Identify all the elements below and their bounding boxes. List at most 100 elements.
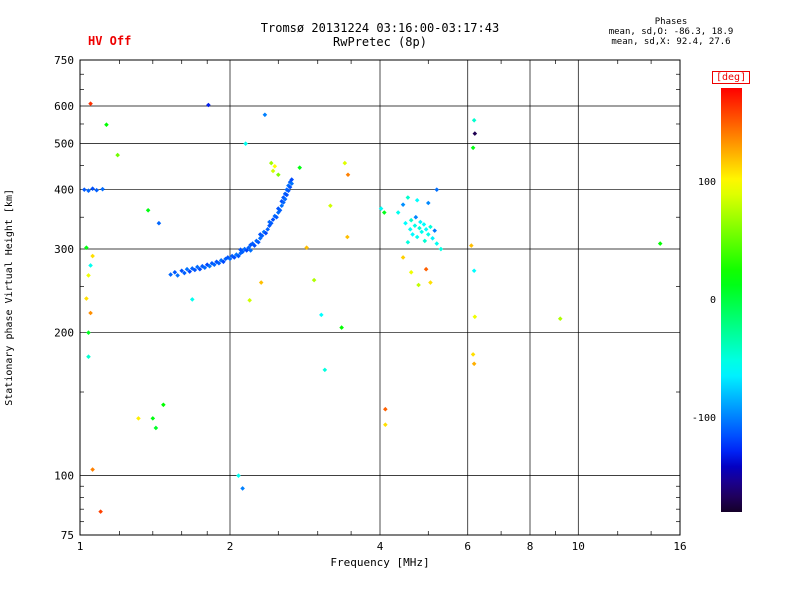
scatter-point	[339, 325, 344, 330]
scatter-point	[287, 184, 293, 190]
scatter-point	[94, 187, 99, 193]
scatter-point	[90, 186, 95, 191]
scatter-point	[412, 223, 418, 228]
scatter-point	[265, 227, 270, 232]
scatter-point	[187, 269, 192, 274]
svg-text:75: 75	[61, 529, 74, 542]
svg-text:10: 10	[572, 540, 585, 553]
svg-text:100: 100	[698, 177, 716, 188]
scatter-point	[81, 187, 87, 192]
x-tick-labels: 1 2 4 6 8 10 16	[77, 540, 687, 553]
scatter-point	[189, 266, 195, 271]
scatter-point	[400, 255, 406, 260]
scatter-point	[202, 265, 208, 271]
scatter-point	[257, 232, 263, 237]
scatter-points	[81, 101, 663, 514]
scatter-point	[262, 112, 268, 118]
scatter-point	[90, 467, 95, 472]
scatter-point	[88, 101, 93, 106]
scatter-point	[407, 227, 413, 232]
scatter-point	[322, 367, 328, 373]
scatter-point	[90, 253, 95, 259]
scatter-point	[204, 262, 210, 268]
scatter-point	[472, 131, 478, 136]
scatter-point	[161, 402, 166, 408]
scatter-point	[221, 259, 226, 265]
scatter-point	[104, 122, 109, 128]
scatter-point	[197, 266, 203, 272]
scatter-point	[413, 214, 419, 220]
plot-frame	[79, 59, 681, 536]
phase-stats-heading: Phases	[654, 17, 688, 27]
scatter-point	[417, 225, 422, 231]
scatter-point	[408, 269, 414, 275]
scatter-point	[236, 473, 241, 478]
scatter-point	[272, 213, 278, 219]
svg-text:-100: -100	[692, 413, 716, 424]
scatter-point	[328, 203, 333, 209]
scatter-point	[286, 183, 291, 188]
scatter-point	[236, 253, 241, 259]
scatter-point	[414, 234, 420, 240]
scatter-point	[657, 241, 663, 246]
scatter-point	[246, 245, 251, 250]
scatter-point	[268, 160, 274, 166]
svg-text:750: 750	[54, 54, 74, 67]
scatter-point	[209, 260, 215, 266]
scatter-point	[172, 269, 178, 275]
scatter-point	[184, 266, 190, 272]
scatter-point	[242, 246, 247, 252]
scatter-point	[229, 253, 235, 259]
grid-lines	[80, 60, 680, 535]
scatter-point	[471, 268, 477, 274]
scatter-point	[279, 203, 285, 209]
scatter-point	[438, 246, 444, 252]
svg-text:2: 2	[227, 540, 234, 553]
scatter-point	[472, 314, 478, 320]
scatter-point	[287, 179, 293, 185]
scatter-point	[192, 267, 198, 273]
scatter-point	[432, 228, 437, 233]
scatter-point	[223, 256, 228, 262]
scatter-point	[418, 219, 423, 225]
scatter-point	[216, 260, 222, 266]
svg-text:100: 100	[54, 470, 74, 483]
colorbar-gradient	[721, 88, 742, 512]
scatter-point	[430, 236, 435, 241]
scatter-point	[214, 259, 219, 265]
scatter-point	[272, 163, 278, 169]
scatter-point	[145, 207, 151, 213]
scatter-point	[381, 210, 387, 215]
phase-stats-block: Phases mean, sd,O: -86.3, 18.9 mean, sd,…	[596, 17, 746, 47]
scatter-point	[557, 316, 563, 322]
scatter-point	[304, 245, 309, 250]
plot-subtitle: RwPretec (8p)	[333, 35, 427, 49]
y-tick-labels: 75 100 200 300 400 500 600 750	[54, 54, 74, 542]
scatter-point	[469, 243, 474, 248]
scatter-point	[86, 188, 91, 194]
scatter-point	[425, 200, 431, 206]
scatter-point	[84, 296, 89, 301]
scatter-point	[423, 227, 429, 232]
scatter-point	[179, 268, 185, 274]
scatter-point	[225, 255, 231, 260]
scatter-point	[421, 222, 427, 227]
scatter-point	[403, 220, 408, 226]
scatter-point	[86, 273, 91, 278]
scatter-point	[408, 217, 414, 223]
scatter-point	[211, 262, 217, 268]
scatter-point	[470, 352, 476, 357]
scatter-point	[282, 191, 288, 197]
scatter-point	[434, 187, 440, 192]
svg-text:400: 400	[54, 184, 74, 197]
scatter-point	[405, 239, 411, 245]
scatter-point	[428, 280, 433, 285]
scatter-point	[414, 197, 420, 203]
scatter-point	[153, 425, 159, 431]
scatter-point	[311, 277, 317, 283]
scatter-point	[419, 229, 424, 235]
scatter-point	[263, 230, 269, 236]
scatter-point	[218, 258, 224, 263]
